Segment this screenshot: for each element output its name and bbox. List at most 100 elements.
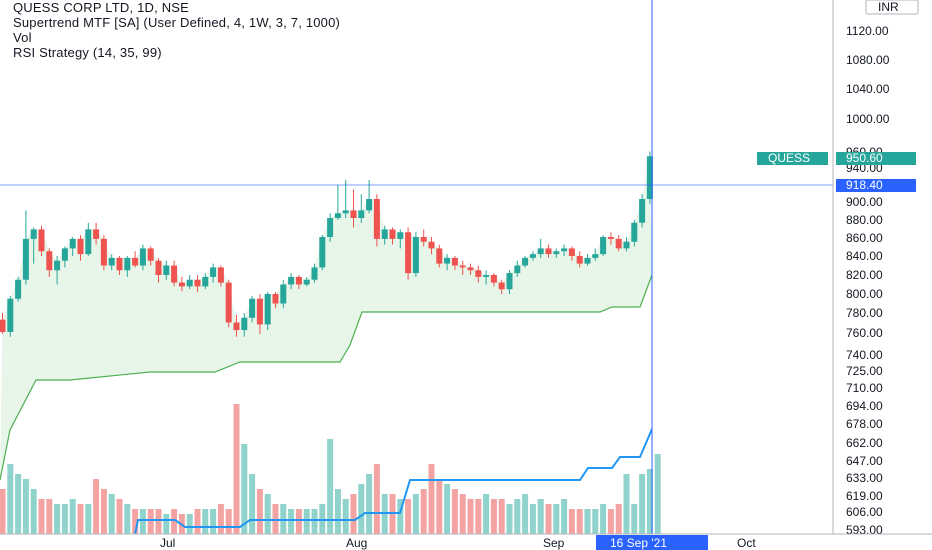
volume-bar <box>584 509 591 534</box>
candle-body <box>436 248 443 264</box>
candle-body <box>514 265 521 274</box>
candle-body <box>342 210 349 214</box>
candle-body <box>46 251 53 271</box>
candle-body <box>311 267 318 280</box>
volume-bar <box>93 479 100 534</box>
candle-body <box>163 265 170 275</box>
candle-body <box>54 260 61 271</box>
candle-body <box>319 237 326 268</box>
volume-bar <box>61 504 68 534</box>
volume-bar <box>475 499 482 534</box>
volume-bar <box>85 504 92 534</box>
candle-body <box>22 238 29 280</box>
candle-body <box>7 298 14 332</box>
candle-body <box>350 210 357 218</box>
candle-body <box>483 275 490 277</box>
candle-body <box>475 270 482 277</box>
candle-body <box>93 229 100 239</box>
volume-bar <box>147 509 154 534</box>
candle-body <box>576 256 583 264</box>
candle-body <box>61 248 68 261</box>
volume-bar <box>334 489 341 534</box>
candle-body <box>249 298 256 318</box>
candle-body <box>334 213 341 218</box>
volume-bar <box>467 499 474 534</box>
supertrend-indicator-label[interactable]: Supertrend MTF [SA] (User Defined, 4, 1W… <box>13 15 341 30</box>
candle-body <box>38 229 45 252</box>
time-axis-tick-label: Sep <box>543 536 565 550</box>
candle-body <box>186 279 193 287</box>
volume-bar <box>22 479 29 534</box>
candle-body <box>139 248 146 266</box>
candle-body <box>561 248 568 252</box>
volume-bar <box>553 504 560 534</box>
volume-bar <box>397 499 404 534</box>
price-axis-tick-label: 780.00 <box>846 306 883 320</box>
candle-body <box>600 237 607 255</box>
candle-body <box>264 294 271 325</box>
volume-bar <box>241 444 248 534</box>
price-axis-tick-label: 593.00 <box>846 523 883 537</box>
price-axis-tick-label: 880.00 <box>846 213 883 227</box>
volume-bar <box>155 509 162 534</box>
candle-body <box>295 276 302 285</box>
volume-bar <box>483 494 490 534</box>
volume-bar <box>514 499 521 534</box>
volume-bar <box>600 504 607 534</box>
price-axis-tick-label: 860.00 <box>846 231 883 245</box>
candle-body <box>405 232 412 274</box>
candle-body <box>529 254 536 258</box>
volume-indicator-label[interactable]: Vol <box>13 30 32 45</box>
volume-bar <box>7 464 14 534</box>
volume-bar <box>498 499 505 534</box>
candle-body <box>412 237 419 274</box>
volume-bar <box>171 509 178 534</box>
volume-bar <box>163 514 170 534</box>
price-axis-tick-label: 606.00 <box>846 505 883 519</box>
symbol-price-tag <box>757 152 828 165</box>
volume-bar <box>576 509 583 534</box>
volume-bar <box>631 504 638 534</box>
volume-bar <box>537 499 544 534</box>
last-price-value: 950.60 <box>846 151 883 165</box>
volume-bar <box>0 489 6 534</box>
candle-body <box>420 237 427 242</box>
price-axis-tick-label: 1040.00 <box>846 82 890 96</box>
candle-body <box>451 257 458 266</box>
volume-bar <box>654 454 661 534</box>
crosshair-price-label: 918.40 <box>846 178 883 192</box>
volume-bar <box>490 499 497 534</box>
volume-bar <box>288 509 295 534</box>
candle-body <box>631 222 638 242</box>
candle-body <box>15 279 22 299</box>
volume-bar <box>342 499 349 534</box>
rsi-strategy-line <box>134 428 653 535</box>
candle-body <box>397 232 404 239</box>
candle-body <box>327 218 334 237</box>
candle-body <box>428 241 435 249</box>
time-axis-tick-label: Aug <box>346 536 367 550</box>
candle-body <box>358 210 365 218</box>
volume-bar <box>358 484 365 534</box>
candle-body <box>132 257 139 266</box>
candle-body <box>69 238 76 249</box>
supertrend-line <box>0 274 653 481</box>
currency-label: INR <box>878 0 899 14</box>
volume-bar <box>108 494 115 534</box>
volume-bar <box>69 499 76 534</box>
volume-bar <box>210 509 217 534</box>
volume-bar <box>77 504 84 534</box>
candle-body <box>366 199 373 211</box>
volume-bar <box>428 464 435 534</box>
rsi-strategy-label[interactable]: RSI Strategy (14, 35, 99) <box>13 45 162 60</box>
price-axis-tick-label: 740.00 <box>846 348 883 362</box>
candle-body <box>522 257 529 266</box>
price-axis-tick-label: 1000.00 <box>846 112 890 126</box>
symbol-title[interactable]: QUESS CORP LTD, 1D, NSE <box>13 0 190 15</box>
candle-body <box>537 248 544 255</box>
price-axis-tick-label: 725.00 <box>846 364 883 378</box>
volume-bar <box>459 494 466 534</box>
price-axis-tick-label: 694.00 <box>846 399 883 413</box>
